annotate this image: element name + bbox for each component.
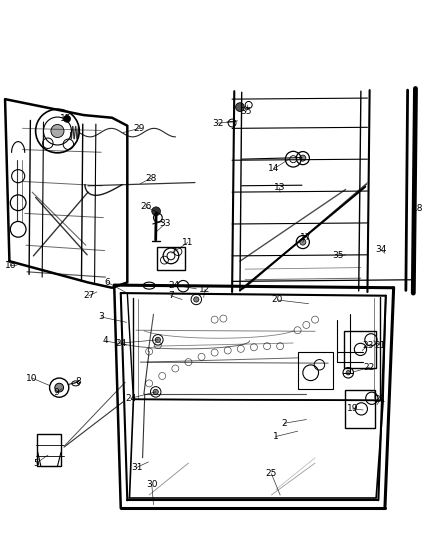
Text: 24: 24 [125, 394, 136, 403]
Text: 22: 22 [364, 363, 375, 372]
Text: 32: 32 [212, 118, 224, 127]
Text: 24: 24 [116, 338, 127, 348]
Text: 26: 26 [140, 203, 152, 212]
Text: 31: 31 [131, 463, 143, 472]
Circle shape [300, 155, 306, 161]
Text: 10: 10 [26, 374, 38, 383]
Circle shape [152, 207, 160, 216]
Text: 17: 17 [300, 233, 311, 242]
Text: 23: 23 [363, 341, 374, 350]
Circle shape [300, 239, 306, 245]
Text: 20: 20 [272, 295, 283, 304]
Circle shape [194, 297, 199, 302]
Text: 14: 14 [268, 164, 280, 173]
Text: 9: 9 [54, 389, 60, 398]
Bar [297, 351, 332, 389]
Circle shape [51, 125, 64, 138]
Text: 1: 1 [273, 432, 279, 441]
Text: 8: 8 [75, 377, 81, 386]
Text: 16: 16 [4, 261, 16, 270]
Text: 15: 15 [60, 114, 71, 123]
Circle shape [346, 370, 350, 375]
Text: 24: 24 [169, 280, 180, 289]
Text: 25: 25 [266, 469, 277, 478]
Text: 28: 28 [145, 174, 156, 183]
Text: 19: 19 [347, 405, 358, 414]
Text: 7: 7 [168, 291, 174, 300]
Text: 3: 3 [98, 312, 104, 321]
Text: 35: 35 [332, 252, 343, 261]
Text: 11: 11 [182, 238, 193, 247]
Text: 2: 2 [282, 419, 287, 428]
Circle shape [55, 383, 64, 392]
Text: 21: 21 [375, 341, 386, 350]
Circle shape [155, 337, 160, 342]
Text: 6: 6 [105, 278, 110, 287]
Text: 29: 29 [134, 124, 145, 133]
Text: 30: 30 [146, 480, 158, 489]
Text: 12: 12 [199, 285, 211, 294]
Text: 33: 33 [159, 220, 171, 229]
Text: 4: 4 [102, 336, 108, 345]
Text: 21: 21 [375, 395, 386, 404]
Text: 18: 18 [412, 204, 424, 213]
Text: 34: 34 [375, 245, 386, 254]
Text: 35: 35 [240, 107, 252, 116]
Text: 13: 13 [273, 183, 285, 192]
Text: 5: 5 [34, 458, 39, 467]
Circle shape [64, 115, 71, 122]
Circle shape [236, 103, 244, 111]
Circle shape [153, 389, 158, 394]
Text: 27: 27 [83, 291, 95, 300]
